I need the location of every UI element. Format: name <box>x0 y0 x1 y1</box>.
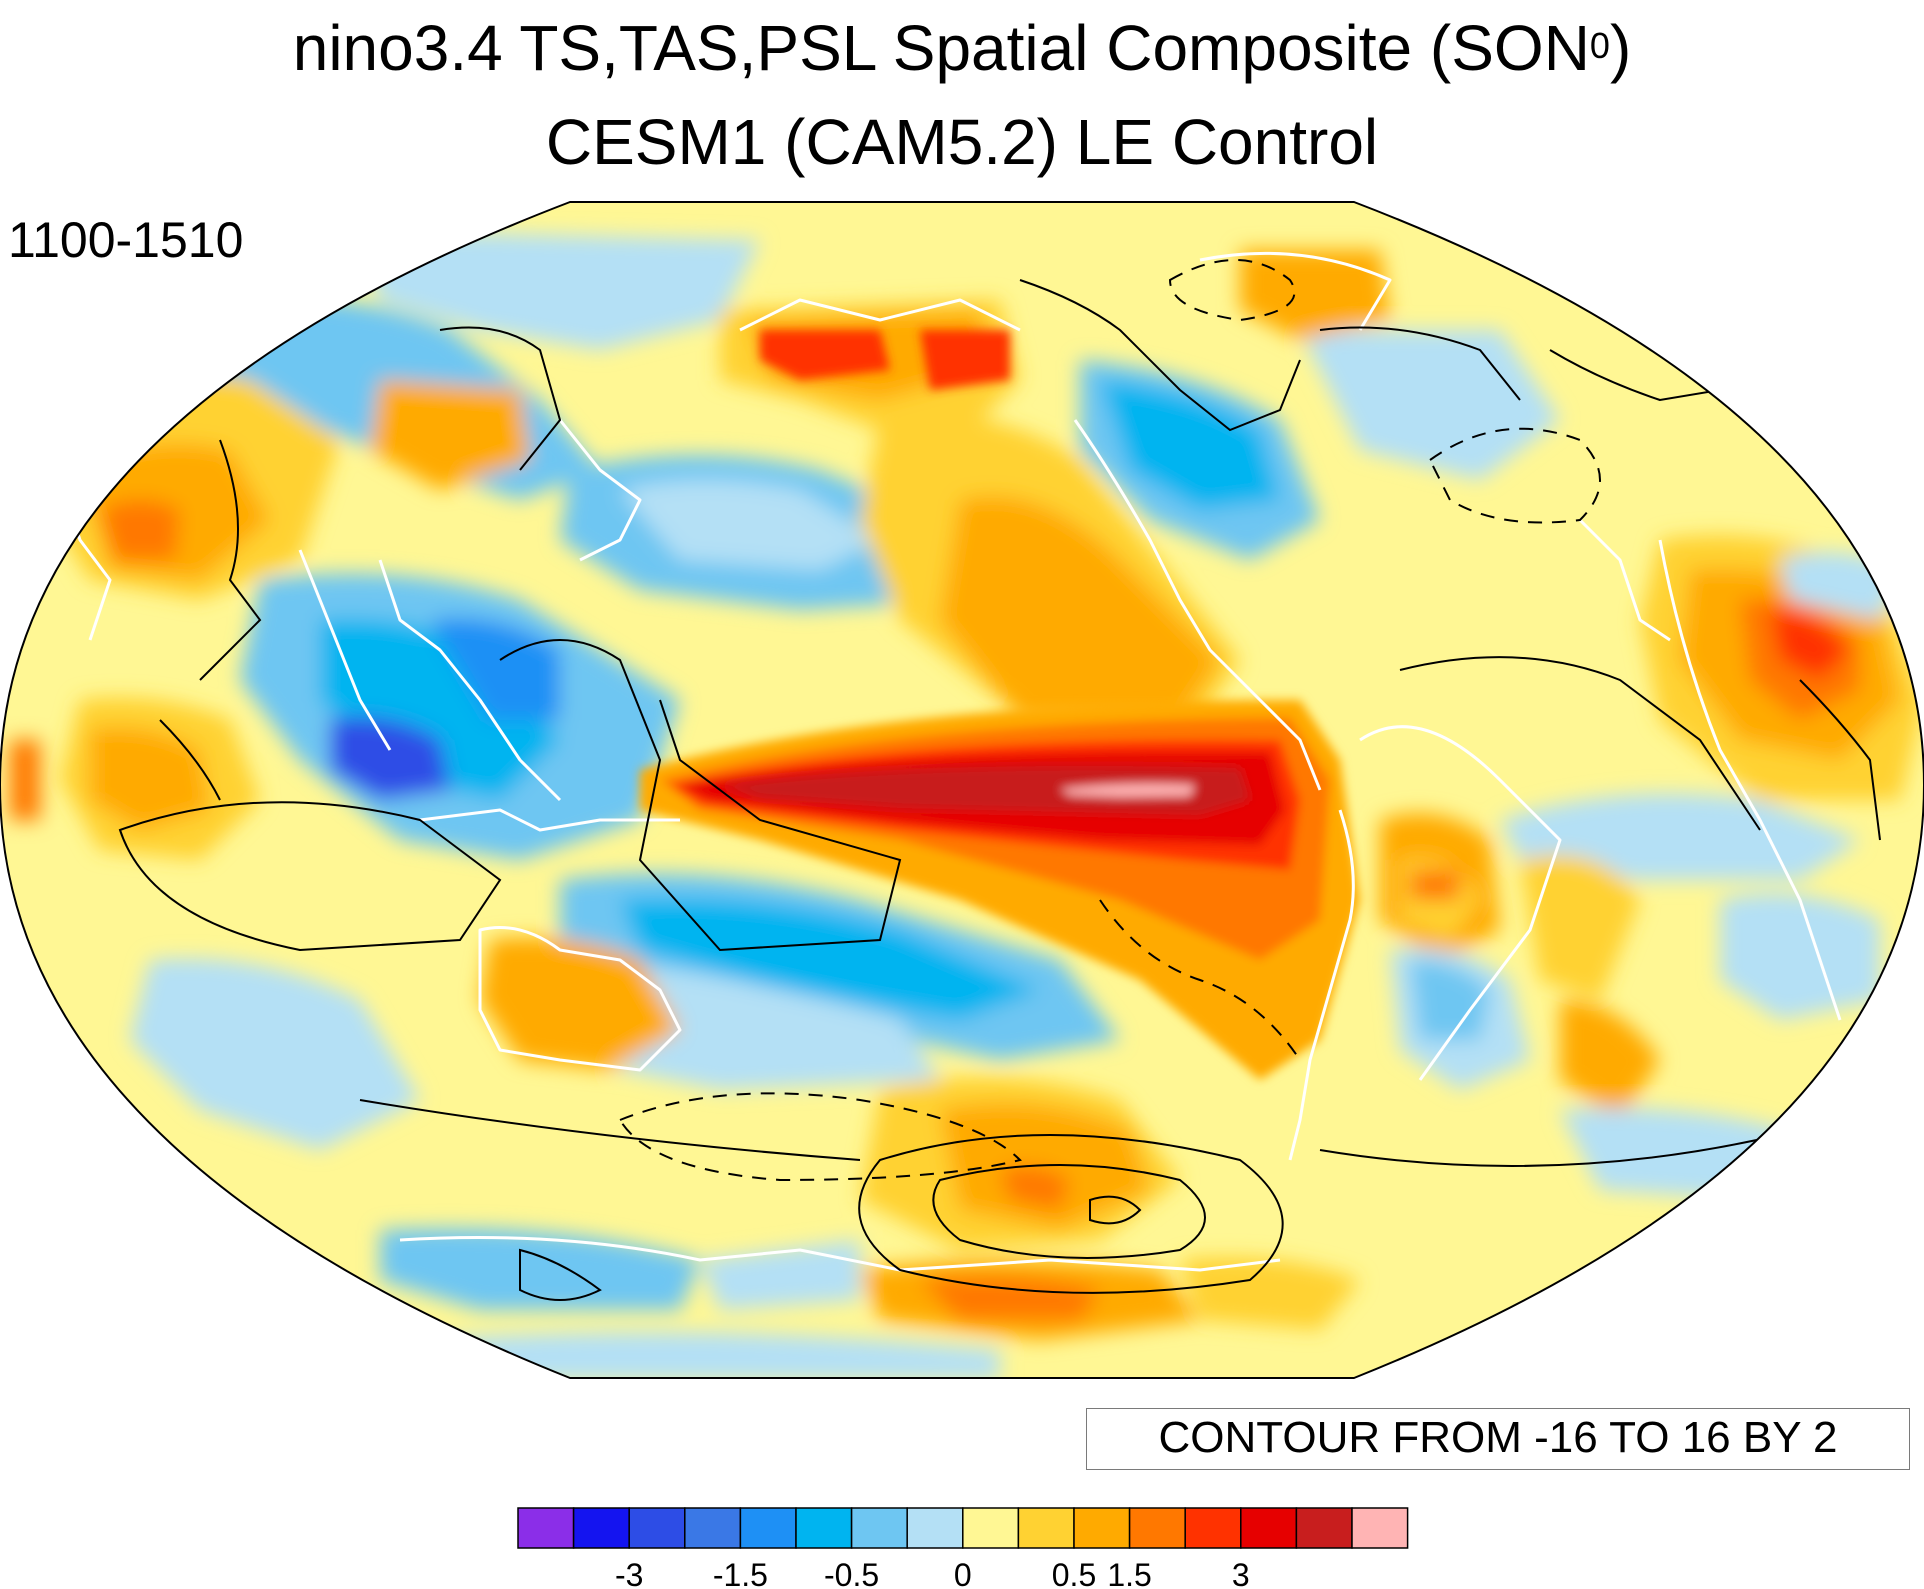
colorbar-box <box>850 1507 908 1549</box>
colorbar-tick-label: -0.5 <box>824 1557 879 1589</box>
colorbar-tick-label: -1.5 <box>713 1557 768 1589</box>
colorbar-box <box>795 1507 853 1549</box>
shaded-anomaly-field <box>0 202 1924 1378</box>
colorbar-box <box>1295 1507 1353 1549</box>
contour-info-box: CONTOUR FROM -16 TO 16 BY 2 <box>1086 1408 1910 1470</box>
period-label: 1100-1510 <box>8 212 244 268</box>
colorbar-box <box>1184 1507 1242 1549</box>
colorbar-tick-label: 0 <box>954 1557 972 1589</box>
colorbar-tick-label: 1.5 <box>1107 1557 1151 1589</box>
colorbar-box <box>1240 1507 1298 1549</box>
colorbar-box <box>517 1507 575 1549</box>
title-main-text: nino3.4 TS,TAS,PSL Spatial Composite (SO… <box>292 12 1590 84</box>
colorbar-box <box>1128 1507 1186 1549</box>
colorbar-box <box>572 1507 630 1549</box>
colorbar-box <box>684 1507 742 1549</box>
colorbar-box <box>962 1507 1020 1549</box>
map-title-line-1: nino3.4 TS,TAS,PSL Spatial Composite (SO… <box>0 10 1924 86</box>
colorbar-box <box>1017 1507 1075 1549</box>
colorbar-box <box>739 1507 797 1549</box>
temperature-regions <box>10 230 1924 1378</box>
colorbar-tick-label: -3 <box>615 1557 643 1589</box>
colorbar-box <box>1351 1507 1409 1549</box>
title-close-paren: ) <box>1609 12 1632 84</box>
colorbar-box <box>906 1507 964 1549</box>
colorbar-boxes <box>517 1507 1409 1549</box>
colorbar-tick-label: 3 <box>1232 1557 1250 1589</box>
psl-contours <box>118 259 1881 1301</box>
colorbar-box <box>1073 1507 1131 1549</box>
equatorial-warm-tongue <box>640 330 1360 1080</box>
colorbar-labels: -3 -1.5 -0.5 0 0.5 1.5 3 <box>615 1557 1250 1589</box>
colorbar-tick-label: 0.5 <box>1052 1557 1096 1589</box>
title-superscript: 0 <box>1589 25 1610 66</box>
colorbar-box <box>628 1507 686 1549</box>
map-title-line-2: CESM1 (CAM5.2) LE Control <box>545 106 1379 178</box>
map-border <box>0 201 1924 1379</box>
